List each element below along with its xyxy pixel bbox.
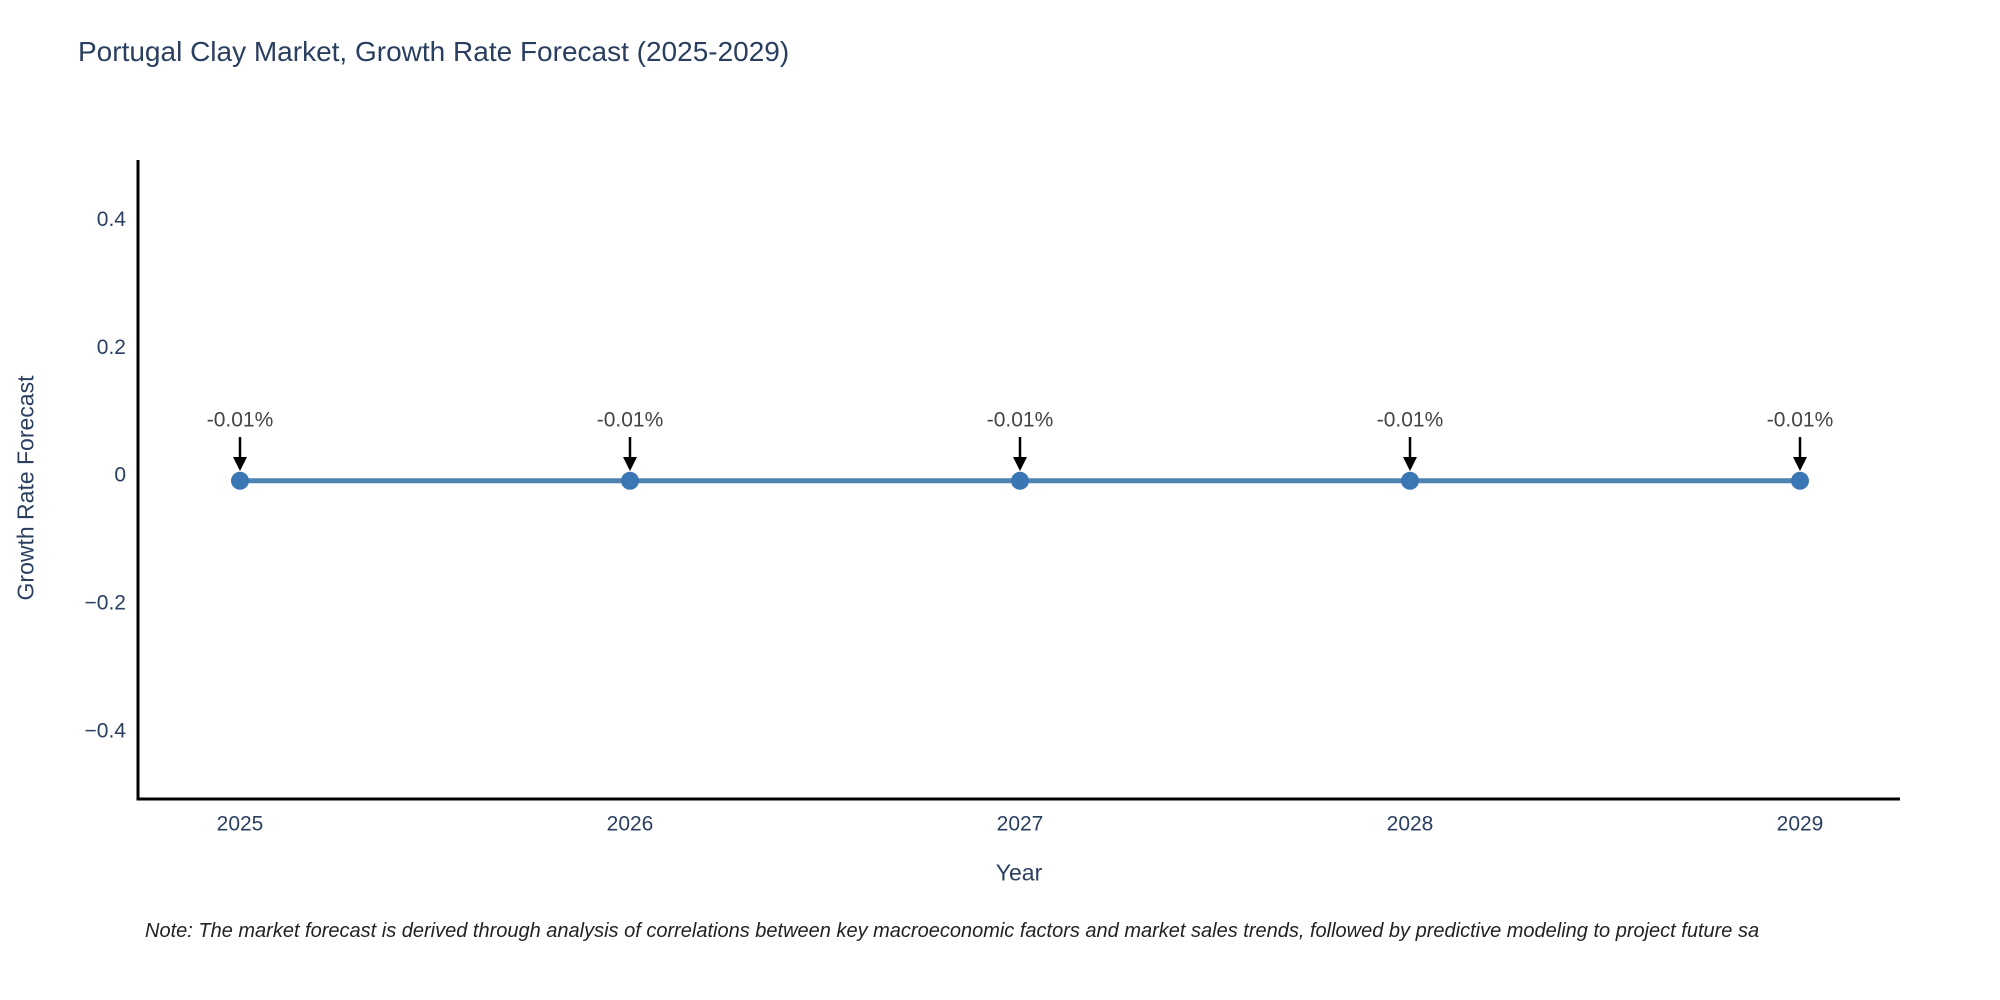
x-tick-label: 2027 xyxy=(997,812,1044,835)
y-tick-label: 0.4 xyxy=(97,208,127,231)
data-point[interactable] xyxy=(1011,471,1029,490)
point-annotation: -0.01% xyxy=(207,408,274,431)
annotation-arrowhead xyxy=(1403,457,1417,471)
y-tick-label: −0.2 xyxy=(85,592,126,615)
point-annotation: -0.01% xyxy=(1377,408,1444,431)
x-tick-label: 2028 xyxy=(1387,812,1434,835)
chart-title: Portugal Clay Market, Growth Rate Foreca… xyxy=(78,36,790,67)
footnote: Note: The market forecast is derived thr… xyxy=(145,920,1760,942)
data-point[interactable] xyxy=(1791,471,1809,490)
x-tick-label: 2026 xyxy=(607,812,654,835)
point-annotation: -0.01% xyxy=(987,408,1054,431)
x-axis-title: Year xyxy=(995,859,1043,886)
x-tick-label: 2025 xyxy=(217,812,264,835)
x-tick-label: 2029 xyxy=(1777,812,1824,835)
y-tick-label: 0 xyxy=(114,464,126,487)
data-point[interactable] xyxy=(231,471,249,490)
annotation-arrowhead xyxy=(1013,457,1027,471)
point-annotation: -0.01% xyxy=(597,408,664,431)
y-axis-title: Growth Rate Forecast xyxy=(12,375,39,601)
annotation-arrowhead xyxy=(1793,457,1807,471)
point-annotation: -0.01% xyxy=(1767,408,1834,431)
annotation-arrowhead xyxy=(233,457,247,471)
data-point[interactable] xyxy=(621,471,639,490)
y-tick-label: 0.2 xyxy=(97,336,126,359)
y-tick-label: −0.4 xyxy=(85,719,127,742)
annotation-arrowhead xyxy=(623,457,637,471)
data-point[interactable] xyxy=(1401,471,1419,490)
